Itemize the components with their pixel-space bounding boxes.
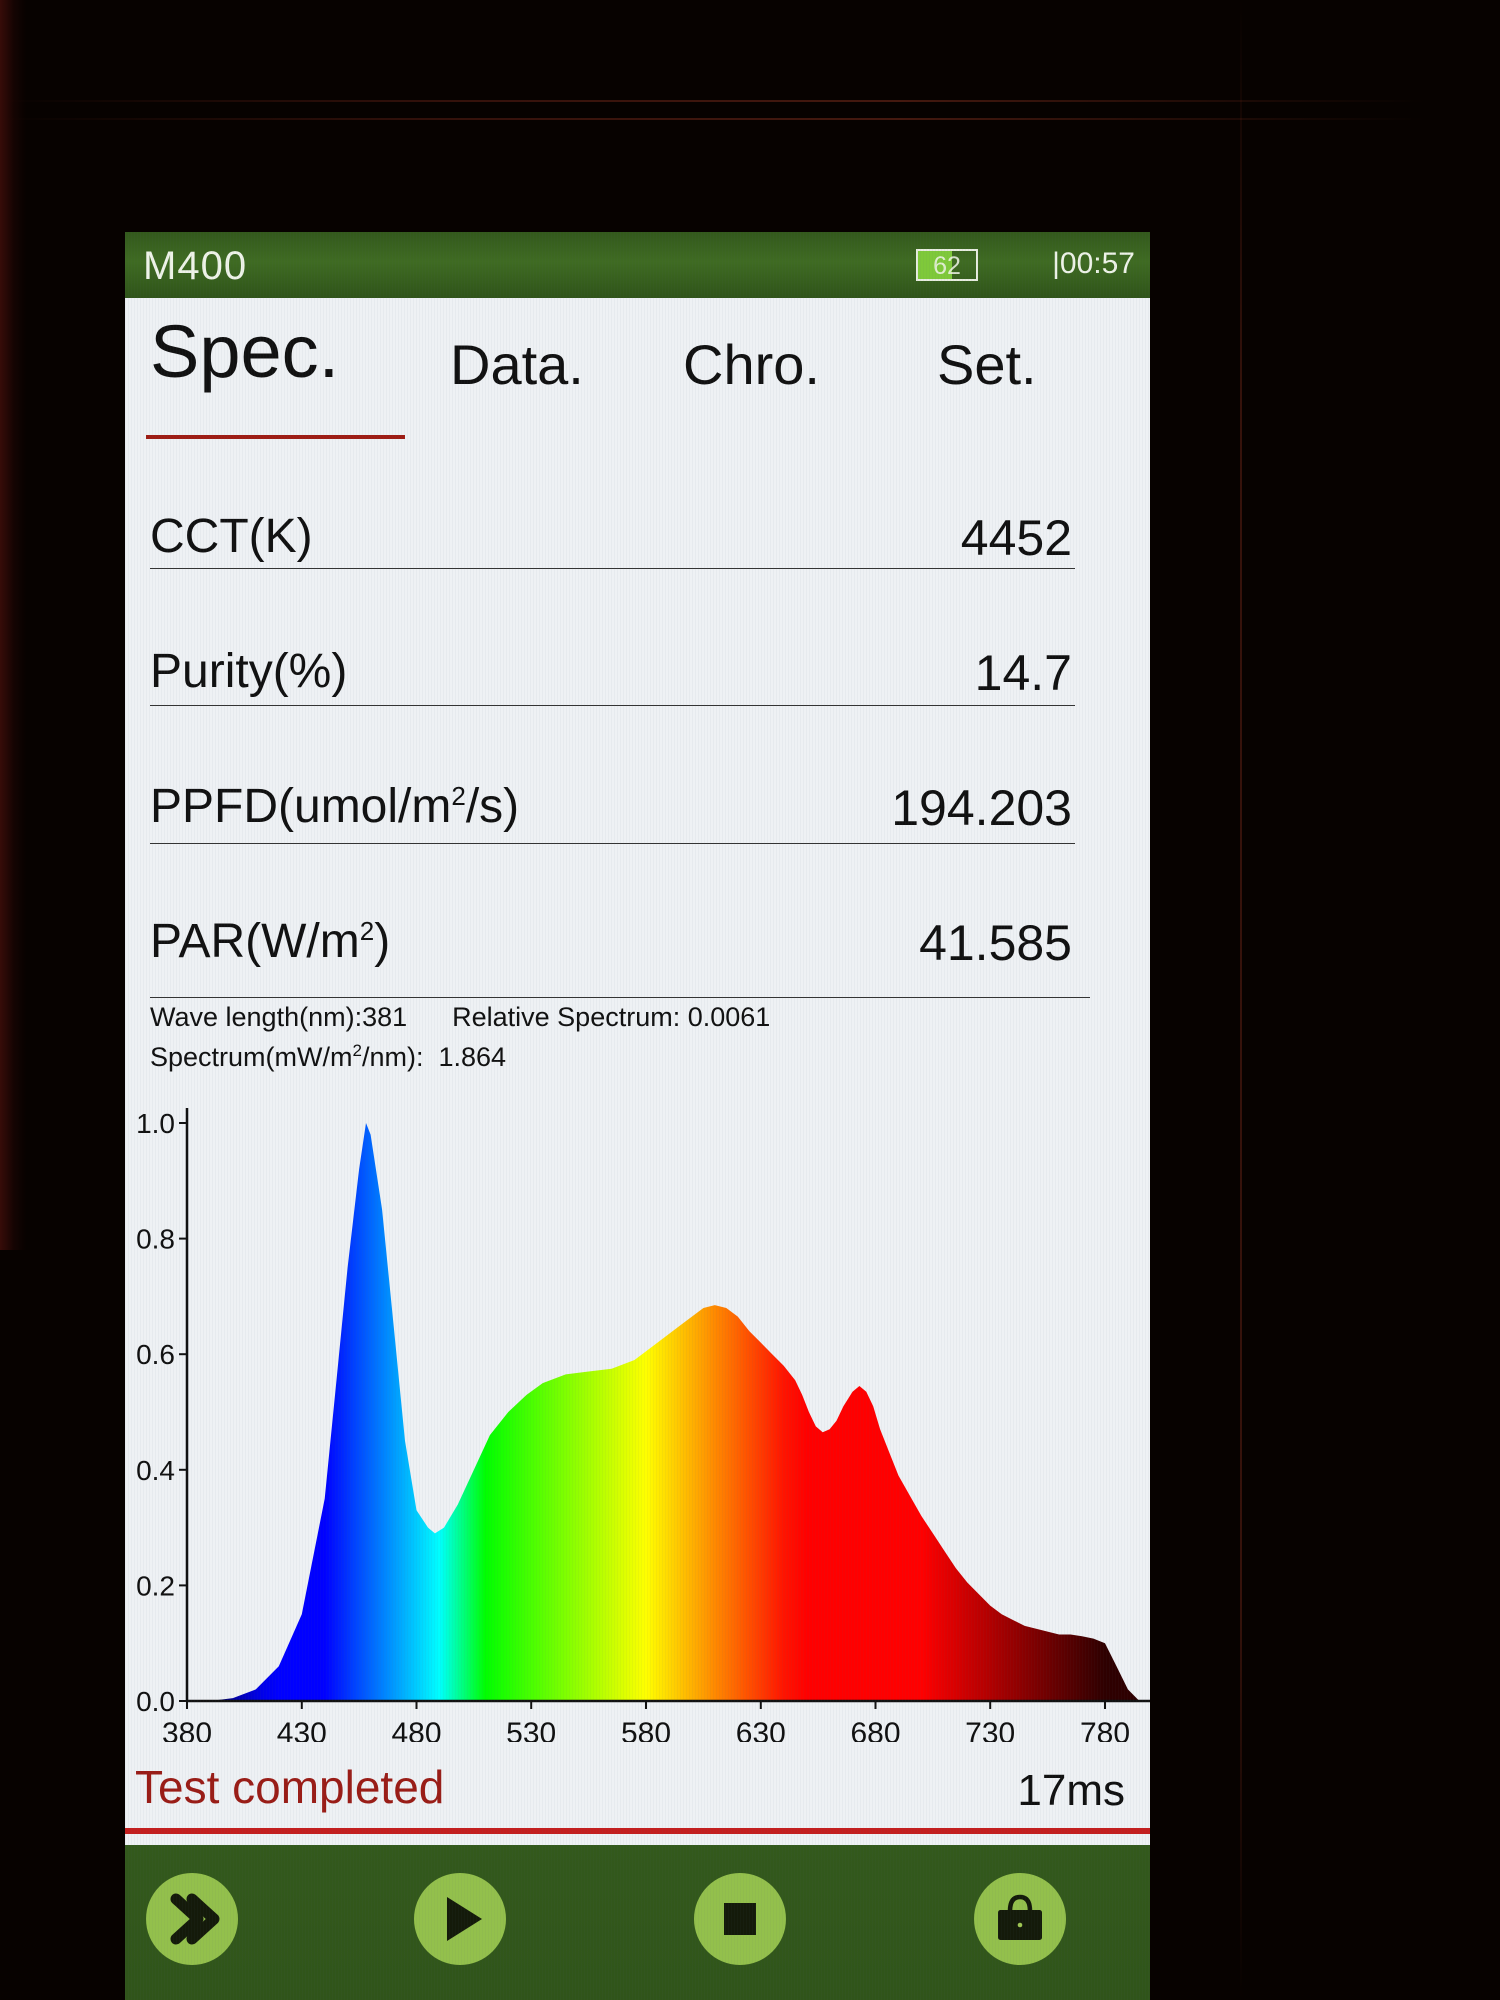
svg-text:480: 480 [391, 1717, 441, 1742]
svg-text:580: 580 [621, 1717, 671, 1742]
svg-text:1.0: 1.0 [136, 1108, 175, 1139]
svg-text:380: 380 [162, 1717, 212, 1742]
svg-text:530: 530 [506, 1717, 556, 1742]
svg-text:630: 630 [736, 1717, 786, 1742]
svg-text:680: 680 [850, 1717, 900, 1742]
svg-text:0.0: 0.0 [136, 1686, 175, 1717]
svg-text:0.4: 0.4 [136, 1455, 175, 1486]
svg-text:0.6: 0.6 [136, 1339, 175, 1370]
svg-text:0.8: 0.8 [136, 1224, 175, 1255]
svg-text:0.2: 0.2 [136, 1570, 175, 1601]
svg-text:780: 780 [1080, 1717, 1130, 1742]
svg-text:730: 730 [965, 1717, 1015, 1742]
svg-text:430: 430 [277, 1717, 327, 1742]
